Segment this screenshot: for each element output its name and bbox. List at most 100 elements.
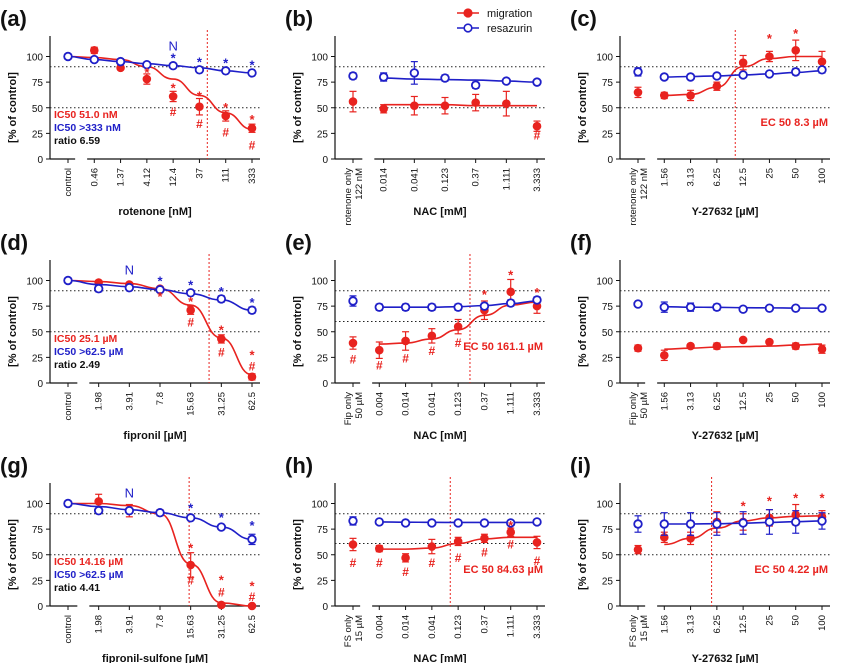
y-tick-label: 100	[26, 277, 43, 288]
x-tick-label: 6.25	[712, 392, 723, 411]
x-tick-label: 0.014	[379, 168, 390, 192]
y-tick-label: 50	[602, 551, 614, 562]
significance-mark: *	[171, 51, 177, 66]
significance-mark: *	[219, 323, 225, 338]
x-tick-label: 50	[791, 168, 802, 179]
x-axis-label: NAC [mM]	[413, 430, 466, 442]
resazurin-point	[764, 69, 775, 79]
y-axis-label: [% of control]	[292, 519, 304, 590]
significance-mark: *	[508, 518, 514, 533]
significance-mark: *	[793, 26, 799, 41]
resazurin-point	[685, 519, 696, 529]
x-tick-label: 50 µM	[639, 392, 650, 419]
significance-mark: *	[157, 289, 163, 304]
migration-point	[633, 88, 643, 97]
resazurin-point	[506, 298, 516, 308]
x-tick-label: 0.37	[479, 615, 490, 634]
panel-label: (f)	[570, 230, 592, 255]
y-tick-label: 50	[32, 551, 44, 562]
significance-mark: *	[188, 278, 194, 293]
ic50-label: IC50 14.16 µM	[54, 556, 123, 568]
resazurin-point	[168, 61, 178, 71]
y-axis-label: [% of control]	[292, 72, 304, 143]
migration-point	[502, 99, 511, 108]
x-tick-label: 1.56	[659, 392, 670, 411]
migration-point	[738, 335, 748, 345]
resazurin-point	[738, 70, 748, 80]
significance-mark: *	[219, 284, 225, 299]
x-tick-label: 0.014	[401, 392, 412, 416]
x-tick-label: 1.111	[506, 392, 517, 414]
y-tick-label: 0	[322, 155, 328, 166]
migration-point	[480, 534, 489, 543]
resazurin-point	[532, 517, 542, 527]
x-tick-label: 15.63	[186, 392, 197, 416]
resazurin-point	[194, 65, 205, 75]
y-tick-label: 100	[596, 53, 613, 64]
resazurin-point	[532, 295, 542, 305]
x-tick-label: 6.25	[712, 615, 723, 634]
significance-mark: #	[402, 351, 409, 365]
significance-mark: *	[188, 294, 194, 309]
migration-point	[94, 497, 103, 506]
x-tick-label: 0.041	[409, 168, 420, 192]
migration-point	[142, 74, 152, 84]
significance-mark: *	[157, 274, 163, 289]
panel-label: (e)	[285, 230, 312, 255]
resazurin-point	[506, 518, 516, 528]
x-tick-label: 50 µM	[354, 392, 365, 419]
significance-mark: *	[534, 285, 540, 300]
significance-mark: #	[249, 360, 256, 374]
x-tick-label: 15 µM	[354, 615, 365, 642]
ic50-label: IC50 >62.5 µM	[54, 569, 124, 581]
resazurin-point	[791, 303, 801, 313]
resazurin-point	[712, 302, 722, 312]
ic50-label: ratio 6.59	[54, 135, 100, 147]
x-tick-label: control	[63, 615, 74, 644]
x-tick-label: 0.123	[453, 615, 464, 639]
resazurin-point	[453, 302, 463, 312]
significance-mark: *	[219, 510, 225, 525]
resazurin-point	[633, 299, 643, 309]
x-tick-label: 12.5	[738, 168, 749, 187]
resazurin-point	[115, 56, 126, 67]
ic50-label: IC50 >62.5 µM	[54, 346, 124, 358]
x-tick-label: Fip only	[628, 392, 639, 426]
resazurin-point	[63, 498, 73, 509]
y-tick-label: 75	[317, 302, 329, 313]
migration-point	[659, 351, 669, 360]
x-tick-label: 50	[791, 392, 802, 403]
significance-mark: #	[222, 125, 229, 139]
x-tick-label: 0.37	[471, 168, 482, 187]
significance-mark: *	[171, 80, 177, 95]
x-tick-label: 0.041	[427, 392, 438, 416]
migration-point	[765, 52, 774, 61]
y-tick-label: 75	[602, 78, 614, 89]
panel-label: (c)	[570, 6, 597, 31]
migration-fit-curve	[383, 103, 537, 107]
resazurin-point	[817, 516, 827, 526]
legend-marker	[463, 8, 473, 18]
migration-point	[471, 98, 480, 107]
x-tick-label: rotenone only	[628, 168, 639, 226]
significance-mark: #	[218, 345, 225, 359]
x-tick-label: 111	[221, 168, 232, 182]
x-tick-label: 333	[247, 168, 258, 184]
resazurin-point	[247, 534, 257, 545]
significance-mark: *	[249, 112, 255, 127]
y-tick-label: 100	[26, 53, 43, 64]
resazurin-point	[348, 296, 358, 306]
resazurin-point	[124, 505, 135, 516]
x-tick-label: control	[63, 168, 74, 197]
resazurin-point	[142, 59, 152, 70]
resazurin-point	[93, 284, 104, 294]
resazurin-point	[124, 282, 135, 293]
x-tick-label: 1.37	[116, 168, 127, 187]
migration-point	[348, 97, 358, 106]
migration-point	[633, 545, 643, 554]
x-tick-label: 3.13	[686, 615, 697, 634]
migration-point	[247, 372, 257, 382]
significance-mark: #	[507, 538, 514, 552]
panel-label: (a)	[0, 6, 27, 31]
migration-point	[817, 57, 827, 66]
